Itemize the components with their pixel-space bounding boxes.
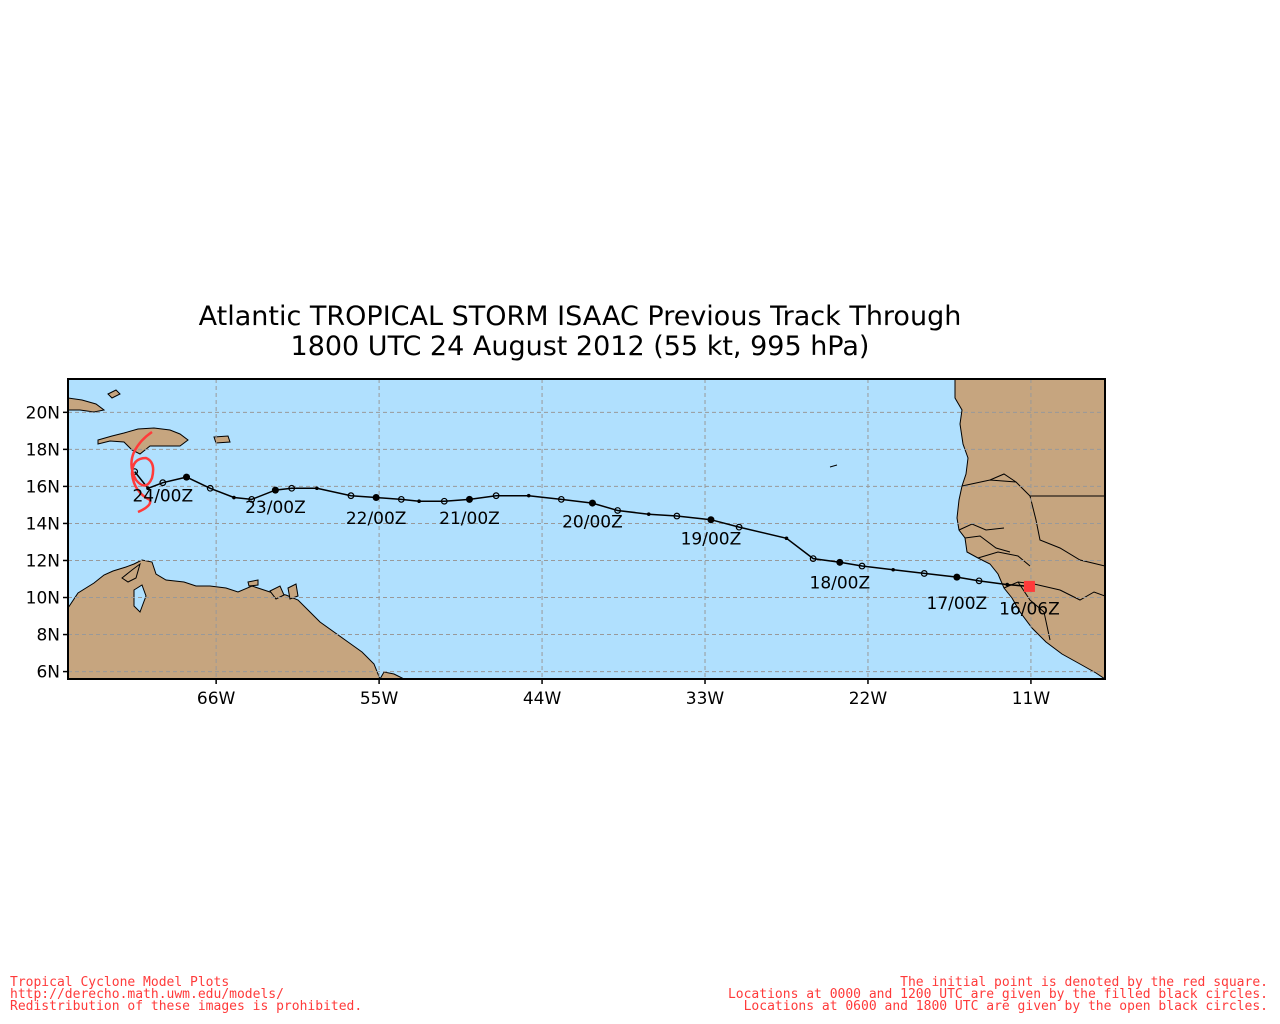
guiana-coast	[379, 671, 405, 679]
track-point-small	[417, 499, 421, 504]
track-point-open	[858, 562, 866, 570]
footer-left-line-2: http://derecho.math.uwm.edu/models/	[10, 987, 284, 1002]
isla-margarita	[247, 579, 259, 587]
track-point-open	[159, 479, 167, 487]
footer-left-line-3: Redistribution of these images is prohib…	[10, 999, 363, 1014]
map-title: Atlantic TROPICAL STORM ISAAC Previous T…	[0, 302, 1160, 362]
track-time-label: 18/00Z	[810, 574, 871, 594]
bahamas-island	[107, 389, 121, 399]
track-point-filled	[953, 573, 961, 581]
track-time-label: 22/00Z	[346, 509, 407, 529]
track-point-open	[492, 492, 500, 500]
title-line-2: 1800 UTC 24 August 2012 (55 kt, 995 hPa)	[290, 331, 870, 362]
track-time-label: 24/00Z	[132, 487, 193, 507]
cape-verde	[829, 464, 838, 468]
track-point-open	[440, 497, 448, 505]
track-point-open	[248, 495, 256, 503]
axis-ticks: 66W 55W 44W 33W 22W 11W 20N 18N 16N 14N 12N 10N 8N 6N	[26, 403, 1051, 709]
track-point-filled	[836, 558, 844, 566]
track-point-open	[735, 523, 743, 531]
footer-left-line-1: Tropical Cyclone Model Plots	[10, 975, 230, 990]
track-point-small	[784, 536, 789, 541]
initial-point-square	[1023, 580, 1035, 592]
title-line-1: Atlantic TROPICAL STORM ISAAC Previous T…	[198, 301, 962, 332]
track-point-filled	[372, 494, 380, 502]
lon-tick-label: 55W	[360, 689, 399, 709]
land-masses	[68, 379, 1105, 679]
track-point-small	[646, 512, 651, 516]
puerto-rico	[213, 435, 231, 444]
track-point-open	[673, 512, 681, 520]
lat-tick-label: 8N	[36, 626, 60, 646]
africa-land	[954, 379, 1105, 679]
track-point-open	[557, 495, 565, 503]
track-point-filled	[271, 486, 279, 494]
track-time-label: 21/00Z	[439, 509, 500, 529]
map-frame	[67, 378, 1106, 680]
red-loop-track	[130, 430, 155, 514]
lon-tick-label: 66W	[197, 689, 236, 709]
track-time-label: 20/00Z	[562, 513, 623, 533]
lat-tick-label: 14N	[26, 514, 60, 534]
footer-right-line-2: Locations at 0000 and 1200 UTC are given…	[727, 987, 1268, 1002]
track-time-label: 23/00Z	[245, 498, 306, 518]
track-point-small	[891, 567, 895, 572]
track-point-open	[397, 495, 405, 503]
lat-lon-grid	[68, 379, 1105, 679]
track-point-filled	[707, 516, 715, 524]
lat-tick-label: 12N	[26, 551, 60, 571]
trinidad	[269, 585, 285, 600]
lon-tick-label: 22W	[849, 689, 888, 709]
track-point-open	[288, 484, 296, 492]
lat-tick-label: 6N	[36, 663, 60, 683]
storm-track	[131, 468, 1035, 592]
lake-maracaibo	[133, 584, 147, 613]
track-time-label: 19/00Z	[681, 529, 742, 549]
track-point-filled	[588, 499, 596, 507]
lon-tick-label: 11W	[1012, 689, 1051, 709]
track-point-filled	[465, 495, 473, 503]
lon-tick-label: 33W	[686, 689, 725, 709]
track-point-small	[232, 495, 236, 500]
footer-right-line-1: The initial point is denoted by the red …	[900, 975, 1268, 990]
track-time-label: 16/06Z	[999, 600, 1060, 620]
track-time-label: 17/00Z	[927, 594, 988, 614]
lat-tick-label: 20N	[26, 403, 60, 423]
track-point-open	[206, 484, 214, 492]
track-point-small	[315, 486, 319, 491]
south-america-land	[68, 559, 381, 679]
lat-tick-label: 18N	[26, 440, 60, 460]
lat-tick-label: 16N	[26, 477, 60, 497]
track-point-open	[614, 507, 622, 514]
track-point-open	[347, 492, 355, 500]
track-point-open	[920, 570, 928, 577]
guajira-peninsula	[121, 562, 141, 583]
footer-left: Tropical Cyclone Model Plots http://dere…	[10, 975, 363, 1014]
track-point-filled	[183, 473, 191, 481]
track-point-small	[146, 486, 150, 491]
track-point-small	[526, 493, 531, 498]
track-labels: 24/00Z 23/00Z 22/00Z 21/00Z 20/00Z 19/00Z 18/0…	[132, 487, 1059, 620]
lesser-antilles	[287, 583, 299, 600]
track-point-small	[1005, 582, 1010, 587]
forecast-loop	[130, 430, 155, 514]
lon-tick-label: 44W	[523, 689, 562, 709]
footer-right: The initial point is denoted by the red …	[727, 975, 1268, 1014]
cuba-tip	[68, 397, 106, 413]
track-point-open	[809, 555, 817, 563]
lat-tick-label: 10N	[26, 589, 60, 609]
track-point-open	[975, 577, 983, 585]
footer-right-line-3: Locations at 0600 and 1800 UTC are given…	[743, 999, 1268, 1014]
